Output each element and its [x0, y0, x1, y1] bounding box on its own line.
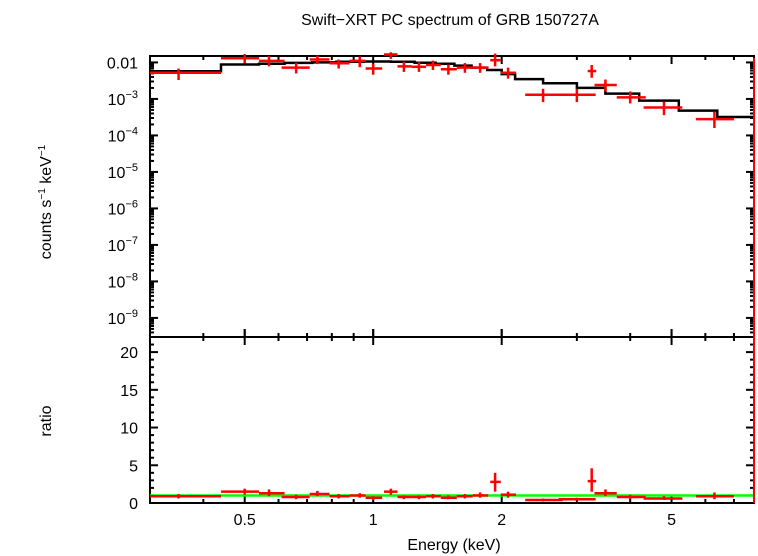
ratio-data-point — [258, 489, 285, 497]
spectrum-data-point — [558, 88, 596, 103]
spectrum-y-tick-label: 10−4 — [108, 125, 138, 145]
ratio-data-point — [643, 496, 683, 500]
spectrum-y-tick-label: 10−7 — [108, 235, 138, 255]
plot-layer: 0.5 1 2 5 0.01 10−3 10−4 10−5 10−6 10−7 10−8 10−9 0 5… — [107, 52, 755, 529]
spectrum-data-point — [490, 53, 501, 67]
ylabel-base: counts s — [38, 200, 55, 260]
x-tick-label: 1 — [369, 512, 378, 529]
spectrum-data-point — [281, 62, 310, 74]
spectrum-data-point — [695, 111, 734, 128]
ylabel-mid: keV — [38, 156, 55, 188]
spectrum-data-point — [500, 67, 516, 79]
spectrum-data-point — [411, 62, 427, 72]
ratio-data-point — [440, 495, 457, 500]
ratio-data-point — [309, 490, 330, 497]
spectrum-y-tick-label: 0.01 — [107, 55, 138, 72]
spectrum-data-point — [150, 68, 222, 81]
ratio-data-point — [365, 496, 383, 500]
ratio-y-tick-label: 5 — [129, 458, 138, 475]
spectrum-data-point — [472, 63, 489, 73]
x-tick-label: 0.5 — [234, 512, 256, 529]
ratio-y-tick-label: 0 — [129, 496, 138, 513]
spectrum-data-point — [258, 56, 285, 67]
ratio-data-point — [500, 491, 516, 498]
ylabel-exp1: −1 — [37, 188, 48, 200]
ratio-data-point — [383, 488, 398, 495]
spectrum-y-tick-label: 10−9 — [108, 308, 138, 328]
spectrum-y-tick-label: 10−5 — [108, 162, 138, 182]
ratio-data-point — [490, 472, 501, 492]
ratio-data-point — [411, 495, 427, 500]
ratio-data-point — [150, 493, 222, 499]
ratio-data-point — [594, 489, 617, 497]
chart-title: Swift−XRT PC spectrum of GRB 150727A — [301, 12, 599, 29]
spectrum-data-point — [440, 64, 457, 75]
ratio-y-tick-label: 10 — [120, 421, 138, 438]
spectrum-y-tick-label: 10−8 — [108, 271, 138, 291]
model-step-line — [150, 60, 754, 119]
ratio-data-point — [281, 494, 310, 500]
spectrum-data-point — [349, 56, 366, 68]
spectrum-y-axis-label: counts s−1 keV−1 — [37, 144, 55, 259]
spectrum-data-point — [309, 55, 330, 65]
ylabel-exp2: −1 — [37, 144, 48, 156]
x-tick-label: 2 — [497, 512, 506, 529]
ratio-data-point — [349, 493, 366, 498]
ratio-data-point — [587, 468, 597, 492]
ratio-data-point — [329, 493, 350, 499]
ratio-data-point — [221, 488, 259, 495]
spectrum-data-point — [616, 91, 646, 104]
ratio-data-point — [472, 492, 489, 498]
spectrum-data-point — [221, 54, 259, 64]
ratio-data-point — [616, 494, 646, 500]
ratio-y-tick-label: 20 — [120, 345, 138, 362]
ratio-data-point — [456, 493, 473, 499]
spectrum-data-point — [525, 88, 563, 103]
x-axis-label: Energy (keV) — [407, 537, 500, 554]
x-tick-label: 5 — [667, 512, 676, 529]
ratio-panel-frame — [149, 336, 755, 504]
spectrum-panel-frame — [149, 55, 755, 338]
ratio-data-point — [695, 492, 734, 500]
spectrum-data-point — [426, 60, 441, 71]
spectrum-data-point — [594, 79, 617, 92]
spectrum-data-point — [643, 101, 683, 116]
spectrum-y-tick-label: 10−6 — [108, 198, 138, 218]
ratio-data-point — [426, 493, 441, 499]
spectrum-data-point — [587, 65, 597, 78]
spectrum-data-point — [383, 52, 398, 59]
spectrum-data-point — [456, 63, 473, 73]
spectrum-y-tick-label: 10−3 — [108, 89, 138, 109]
ratio-data-point — [558, 497, 596, 501]
ratio-y-tick-label: 15 — [120, 383, 138, 400]
spectrum-data-point — [329, 59, 350, 69]
spectrum-data-point — [365, 63, 383, 75]
spectrum-data-point — [397, 61, 412, 72]
ratio-data-point — [525, 498, 563, 502]
ratio-data-point — [397, 495, 412, 500]
ratio-y-axis-label: ratio — [38, 405, 55, 436]
